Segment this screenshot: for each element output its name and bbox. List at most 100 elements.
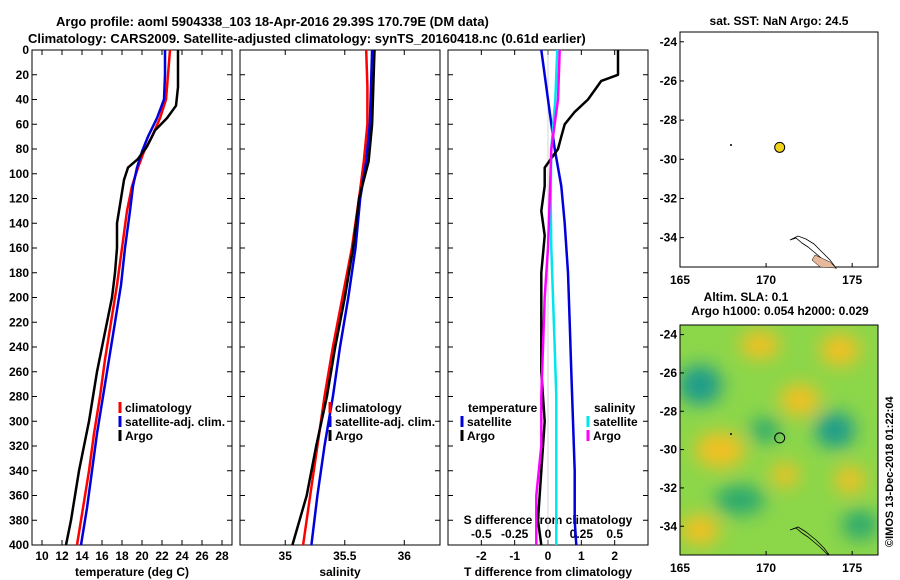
map-x-tick-label: 175 bbox=[842, 561, 862, 575]
map-x-tick-label: 170 bbox=[756, 561, 776, 575]
sla-blob bbox=[715, 485, 765, 515]
x-tick-label: 20 bbox=[135, 549, 149, 563]
map-x-tick-label: 165 bbox=[670, 561, 690, 575]
sla-blob bbox=[695, 432, 745, 468]
series-climatology bbox=[75, 49, 172, 546]
map-x-tick-label: 165 bbox=[670, 273, 690, 287]
island-dot bbox=[730, 433, 732, 435]
map-x-tick-label: 175 bbox=[842, 273, 862, 287]
sla-blob bbox=[740, 331, 780, 359]
difference-plot: -2 -1 0 1 2-0.5 -0.25 0 0.25 0.5 bbox=[448, 49, 648, 563]
temperature-plot-frame bbox=[31, 49, 233, 546]
sst-map: 165 170 175 -24 -26 -28 -30 -32 -34 bbox=[660, 35, 863, 287]
x-tick-label: 1 bbox=[578, 549, 585, 563]
legend-label-t-argo: Argo bbox=[467, 429, 495, 443]
sla-blob bbox=[771, 463, 799, 487]
y-tick-label: 40 bbox=[16, 93, 30, 107]
x-tick-label: 36 bbox=[398, 549, 412, 563]
y-tick-label: 140 bbox=[9, 216, 29, 230]
temperature-xlabel: temperature (deg C) bbox=[75, 565, 189, 579]
x-tick-label: 28 bbox=[215, 549, 229, 563]
coastline-new-caledonia bbox=[789, 526, 830, 555]
legend-label-t-satellite: satellite bbox=[467, 415, 512, 429]
y-tick-label: 20 bbox=[16, 68, 30, 82]
salinity-plot-frame bbox=[239, 49, 441, 546]
temperature-legend: climatology satellite-adj. clim. Argo bbox=[118, 401, 225, 443]
sla-map-frame bbox=[679, 324, 879, 556]
map-y-tick-label: -32 bbox=[660, 481, 678, 495]
y-tick-label: 340 bbox=[9, 464, 29, 478]
legend-label-s-satellite: satellite bbox=[593, 415, 638, 429]
series-s-argo bbox=[535, 49, 561, 545]
difference-legend: temperature satellite Argo salinity sate… bbox=[460, 401, 638, 443]
legend-label-s-argo: Argo bbox=[593, 429, 621, 443]
header-line2: Climatology: CARS2009. Satellite-adjuste… bbox=[28, 31, 586, 46]
legend-label-satellite: satellite-adj. clim. bbox=[125, 415, 225, 429]
y-tick-label: 200 bbox=[9, 291, 29, 305]
sla-field bbox=[680, 325, 878, 555]
y-tick-label: 0 bbox=[22, 43, 29, 57]
x-tick-label: 16 bbox=[95, 549, 109, 563]
series-climatology bbox=[301, 49, 369, 546]
y-tick-label: 180 bbox=[9, 266, 29, 280]
sst-map-title: sat. SST: NaN Argo: 24.5 bbox=[710, 14, 849, 28]
x-tick-label: 22 bbox=[155, 549, 169, 563]
x-tick-label: 18 bbox=[115, 549, 129, 563]
series-satellite-adj-clim- bbox=[310, 49, 374, 546]
x-tick-label: 10 bbox=[35, 549, 49, 563]
legend-salinity-title: salinity bbox=[594, 401, 636, 415]
legend-label-argo: Argo bbox=[335, 429, 363, 443]
watermark: ©IMOS 13-Dec-2018 01:22:04 bbox=[884, 396, 896, 547]
map-y-tick-label: -34 bbox=[660, 519, 678, 533]
sla-blob bbox=[780, 384, 820, 416]
x-tick-label: 35.5 bbox=[333, 549, 357, 563]
salinity-legend: climatology satellite-adj. clim. Argo bbox=[328, 401, 435, 443]
argo-float-marker bbox=[774, 141, 786, 153]
x-tick-label: 35 bbox=[279, 549, 293, 563]
y-tick-label: 80 bbox=[16, 142, 30, 156]
legend-label-climatology: climatology bbox=[335, 401, 402, 415]
y-tick-label: 260 bbox=[9, 365, 29, 379]
legend-temperature-title: temperature bbox=[468, 401, 538, 415]
y-tick-label: 120 bbox=[9, 192, 29, 206]
y-tick-label: 280 bbox=[9, 390, 29, 404]
x-tick-label: -1 bbox=[509, 549, 520, 563]
y-tick-label: 360 bbox=[9, 489, 29, 503]
y-tick-label: 60 bbox=[16, 117, 30, 131]
x-tick-label: 2 bbox=[611, 549, 618, 563]
x2-tick-label: -0.5 bbox=[471, 527, 492, 541]
sla-blob bbox=[750, 418, 780, 442]
argo-float-marker bbox=[774, 432, 786, 444]
y-tick-label: 400 bbox=[9, 538, 29, 552]
x-tick-label: 0 bbox=[545, 549, 552, 563]
sla-blob bbox=[680, 515, 720, 545]
land-patch bbox=[811, 254, 837, 269]
x-tick-label: -2 bbox=[476, 549, 487, 563]
sla-blob bbox=[820, 334, 860, 366]
legend-label-argo: Argo bbox=[125, 429, 153, 443]
x-tick-label: 14 bbox=[75, 549, 89, 563]
x2-tick-label: 0.25 bbox=[570, 527, 594, 541]
salinity-plot: 35 35.5 36 bbox=[240, 49, 440, 563]
x2-tick-label: 0.5 bbox=[606, 527, 623, 541]
temperature-plot: 10 12 14 16 18 20 22 24 26 2802040608010012014016… bbox=[9, 43, 232, 563]
series-t-satellite bbox=[540, 49, 578, 546]
map-y-tick-label: -24 bbox=[660, 35, 678, 49]
map-y-tick-label: -28 bbox=[660, 113, 678, 127]
sla-map-title2: Argo h1000: 0.054 h2000: 0.029 bbox=[691, 304, 869, 318]
y-tick-label: 300 bbox=[9, 414, 29, 428]
sla-blob bbox=[680, 365, 722, 405]
series-argo bbox=[64, 50, 180, 546]
x-tick-label: 12 bbox=[55, 549, 69, 563]
map-y-tick-label: -26 bbox=[660, 366, 678, 380]
x-tick-label: 26 bbox=[195, 549, 209, 563]
sla-map-title1: Altim. SLA: 0.1 bbox=[704, 290, 789, 304]
sla-blob bbox=[842, 510, 878, 540]
map-y-tick-label: -34 bbox=[660, 231, 678, 245]
y-tick-label: 160 bbox=[9, 241, 29, 255]
sla-blob bbox=[835, 466, 865, 494]
y-tick-label: 380 bbox=[9, 513, 29, 527]
y-tick-label: 240 bbox=[9, 340, 29, 354]
map-y-tick-label: -30 bbox=[660, 443, 678, 457]
